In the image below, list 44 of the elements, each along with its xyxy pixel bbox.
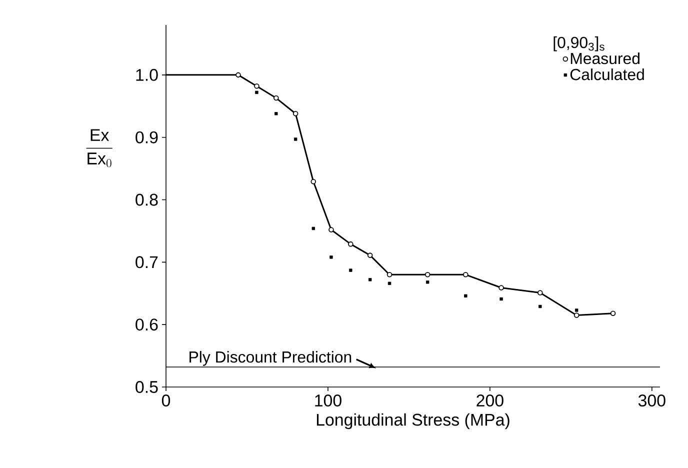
point [348,241,354,247]
x-tick-label: 300 [638,394,666,406]
point [574,312,580,318]
y-tick-label: 0.8 [136,194,158,206]
point [328,227,334,232]
y-tick-label: 0.6 [136,318,158,331]
point [349,268,352,272]
point [312,226,315,230]
x-tick-label: 100 [315,394,342,406]
legend-label: Calculated [570,68,644,80]
point [292,110,298,116]
point [463,272,468,278]
point [255,90,258,94]
point [274,95,279,101]
y-axis-title: $\dfrac{\text{Ex}}{\text{Ex}_{0}}$ [86,129,112,168]
y-tick-label: 0.9 [136,131,158,144]
legend-label: Measured [570,52,640,64]
x-tick-label: 0 [162,394,170,406]
point [368,278,372,282]
point [294,138,298,141]
point [610,310,616,316]
point [424,272,430,278]
point [330,256,333,259]
point [575,308,578,312]
point [386,272,392,278]
point [367,252,373,258]
point [254,84,260,89]
legend-title: [0,90$_{3}$]$_{s}$ [554,36,604,52]
ref-line-label: Ply Discount Prediction [190,350,352,366]
point [498,285,504,290]
point [310,179,316,184]
y-tick-label: 0.7 [136,256,158,268]
point [500,297,503,301]
x-tick-label: 200 [476,394,504,406]
point [464,294,468,298]
point [538,290,543,296]
point [236,72,241,78]
point [388,282,392,285]
y-tick-label: 0.5 [136,381,158,393]
point [426,280,430,284]
point [538,304,542,308]
y-tick-label: 1.0 [136,68,158,81]
x-axis-title: Longitudinal Stress (MPa) [316,413,510,430]
point [274,112,278,116]
